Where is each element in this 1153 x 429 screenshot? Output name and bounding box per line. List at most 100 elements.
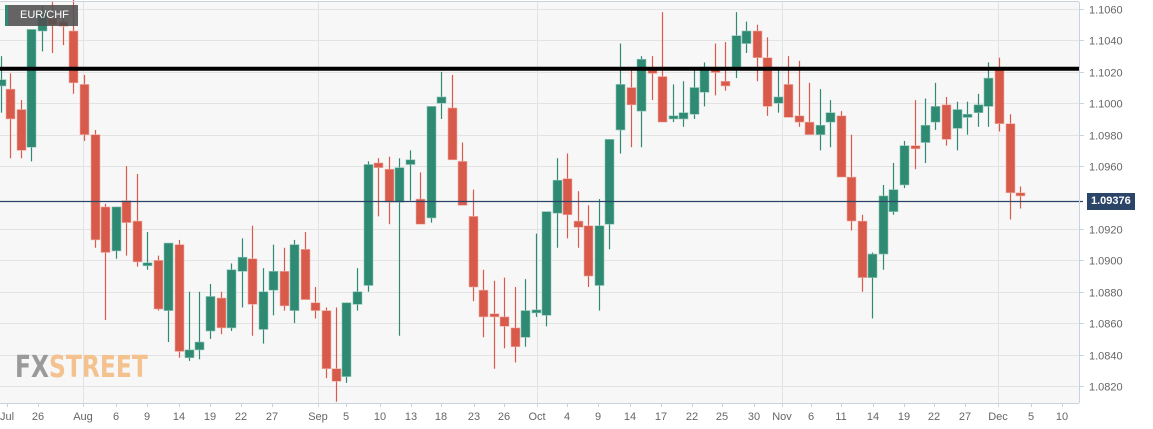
y-tick-label: 1.0820 <box>1089 382 1123 394</box>
candle <box>626 68 637 148</box>
candle <box>184 291 195 361</box>
y-tick-label: 1.0960 <box>1089 162 1123 174</box>
x-tick-label: 26 <box>32 411 44 423</box>
candle <box>952 101 963 151</box>
candle <box>604 139 615 250</box>
candle <box>836 111 847 178</box>
candle <box>773 67 784 113</box>
logo-street: STREET <box>49 350 148 385</box>
candle <box>804 82 815 135</box>
candle <box>899 140 910 189</box>
candle <box>510 287 521 363</box>
x-tick-label: 13 <box>405 411 417 423</box>
candle <box>794 60 805 127</box>
candle <box>142 232 153 270</box>
candle <box>331 307 342 402</box>
candle <box>5 73 16 159</box>
candle <box>289 239 300 324</box>
candle <box>26 29 37 162</box>
candle <box>132 173 143 267</box>
x-tick-label: 23 <box>468 411 480 423</box>
candle <box>237 238 248 308</box>
candle <box>216 291 227 335</box>
candle <box>100 203 111 321</box>
y-tick-label: 1.1040 <box>1089 36 1123 48</box>
candle <box>478 269 489 338</box>
candle <box>268 244 279 316</box>
candle <box>762 37 773 116</box>
candle <box>363 161 374 292</box>
x-tick-label: Nov <box>772 411 792 423</box>
x-tick-label: 30 <box>748 411 760 423</box>
current-price-tag: 1.09376 <box>1087 192 1135 210</box>
candle <box>16 100 27 159</box>
x-tick-label: 5 <box>343 411 349 423</box>
candle <box>615 43 626 154</box>
candle <box>636 56 647 148</box>
candle <box>384 156 395 225</box>
candle <box>373 158 384 217</box>
candle <box>520 279 531 347</box>
x-tick-label: Dec <box>988 411 1008 423</box>
x-tick-label: 22 <box>235 411 247 423</box>
candle <box>973 93 984 127</box>
candle <box>405 150 416 201</box>
candle <box>752 24 763 82</box>
candle <box>815 89 826 151</box>
y-tick-label: 1.0840 <box>1089 351 1123 363</box>
x-tick-label: Oct <box>528 411 545 423</box>
candle <box>153 255 164 311</box>
candle <box>962 101 973 135</box>
candle <box>300 232 311 300</box>
candle <box>910 100 921 170</box>
candle <box>1015 186 1026 209</box>
x-tick-label: 22 <box>928 411 940 423</box>
x-tick-label: 9 <box>595 411 601 423</box>
candle <box>415 172 426 225</box>
candle <box>741 21 752 53</box>
plot-area <box>0 2 1079 403</box>
x-tick-label: 17 <box>655 411 667 423</box>
candle <box>941 96 952 146</box>
y-tick-label: 1.1060 <box>1089 5 1123 17</box>
candle <box>499 277 510 349</box>
x-tick-label: 10 <box>374 411 386 423</box>
candle <box>174 239 185 358</box>
candles <box>0 0 1026 402</box>
candle <box>352 268 363 311</box>
x-tick-label: Jul <box>0 411 14 423</box>
x-tick-label: 6 <box>113 411 119 423</box>
candle <box>394 158 405 336</box>
x-axis-ticks: Jul 26 Aug 6 9 14 19 22 27 Sep 5 10 13 18 23 26 Oct 4 9 14 1… <box>0 403 1068 423</box>
logo-fx: FX <box>15 350 50 385</box>
x-tick-label: 9 <box>144 411 150 423</box>
candle <box>321 307 332 379</box>
candle <box>447 74 458 161</box>
fxstreet-logo: FXSTREET <box>15 350 148 385</box>
candle <box>111 206 122 259</box>
candle <box>426 106 437 223</box>
candle <box>0 56 7 113</box>
y-tick-label: 1.0900 <box>1089 256 1123 268</box>
candle <box>983 62 994 127</box>
y-axis-ticks: 1.1060 1.1040 1.1020 1.1000 1.0980 1.0960 1.09… <box>1079 5 1123 394</box>
candle <box>341 302 352 383</box>
y-tick-label: 1.0980 <box>1089 131 1123 143</box>
candle <box>930 82 941 130</box>
x-tick-label: 14 <box>867 411 879 423</box>
x-tick-label: 11 <box>835 411 846 423</box>
candle <box>867 252 878 319</box>
candle <box>668 84 679 123</box>
candle <box>583 205 594 288</box>
y-tick-label: 1.0860 <box>1089 319 1123 331</box>
x-tick-label: 22 <box>686 411 698 423</box>
x-tick-label: 14 <box>173 411 185 423</box>
candle <box>552 158 563 248</box>
x-tick-label: 18 <box>435 411 447 423</box>
x-tick-label: 5 <box>1028 411 1034 423</box>
candle <box>489 280 500 369</box>
candle <box>436 71 447 119</box>
x-tick-label: 19 <box>204 411 216 423</box>
candle <box>258 268 269 344</box>
